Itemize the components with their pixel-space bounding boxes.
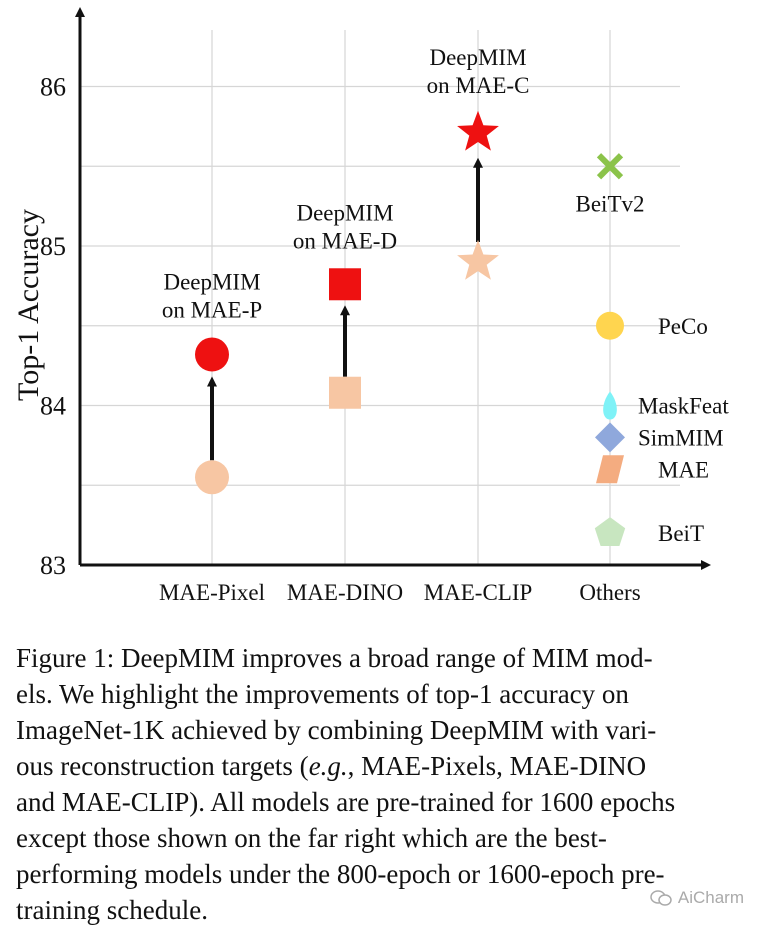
others-x-marker <box>596 153 624 180</box>
deepmim-label: on MAE-D <box>293 228 397 253</box>
y-tick-labels: 83 84 85 86 <box>40 73 66 581</box>
deepmim-label: DeepMIM <box>163 269 260 294</box>
caption-line: and MAE-CLIP). All models are pre-traine… <box>16 787 676 817</box>
x-tick-label: Others <box>579 580 640 605</box>
annotations: DeepMIM on MAE-P DeepMIM on MAE-D DeepMIM on … <box>162 45 729 546</box>
caption-line: training schedule. <box>16 895 208 925</box>
others-label: MAE <box>658 457 709 482</box>
others-parallelogram-marker <box>596 455 624 484</box>
markers <box>195 110 626 546</box>
caption-line: els. We highlight the improvements of to… <box>16 679 629 709</box>
deepmim-label: on MAE-P <box>162 297 262 322</box>
y-tick-label: 83 <box>40 551 66 580</box>
caption-line: performing models under the 800-epoch or… <box>16 859 665 889</box>
chat-bubble-icon <box>650 890 672 906</box>
axes <box>75 7 711 570</box>
others-pentagon-marker <box>594 517 626 546</box>
x-marker-stroke <box>596 153 624 180</box>
y-tick-label: 84 <box>40 392 66 421</box>
deepmim-label: DeepMIM <box>296 200 393 225</box>
x-tick-label: MAE-CLIP <box>424 580 533 605</box>
x-tick-label: MAE-DINO <box>287 580 403 605</box>
baseline-circle-marker <box>195 460 229 495</box>
caption-line: ous reconstruction targets (e.g., MAE-Pi… <box>16 751 647 781</box>
others-diamond-marker <box>595 422 625 453</box>
others-label: BeiTv2 <box>576 191 645 216</box>
watermark-text: AiCharm <box>677 888 744 907</box>
figure-caption: Figure 1: DeepMIM improves a broad range… <box>16 640 756 928</box>
others-label: MaskFeat <box>638 394 729 419</box>
x-tick-labels: MAE-Pixel MAE-DINO MAE-CLIP Others <box>159 580 641 605</box>
caption-line: except those shown on the far right whic… <box>16 823 607 853</box>
others-label: BeiT <box>658 521 704 546</box>
baseline-square-marker <box>329 376 361 409</box>
deepmim-square-marker <box>329 268 361 301</box>
deepmim-label: DeepMIM <box>429 45 526 70</box>
others-circle-marker <box>596 311 624 340</box>
baseline-star-marker <box>457 239 499 280</box>
others-teardrop-marker <box>603 391 617 420</box>
y-tick-label: 86 <box>40 73 66 102</box>
others-label: SimMIM <box>638 425 724 450</box>
others-label: PeCo <box>658 314 708 339</box>
caption-line: ImageNet-1K achieved by combining DeepMI… <box>16 715 657 745</box>
improvement-arrows <box>207 157 483 461</box>
chart: 83 84 85 86 MAE-Pixel MAE-DINO MAE-CLIP Others… <box>12 7 729 605</box>
caption-line: Figure 1: DeepMIM improves a broad range… <box>16 643 653 673</box>
deepmim-label: on MAE-C <box>427 73 530 98</box>
deepmim-star-marker <box>457 110 499 151</box>
y-axis-label: Top-1 Accuracy <box>12 209 45 401</box>
y-tick-label: 85 <box>40 232 66 261</box>
deepmim-circle-marker <box>195 337 229 372</box>
watermark: AiCharm <box>650 888 744 908</box>
x-tick-label: MAE-Pixel <box>159 580 265 605</box>
